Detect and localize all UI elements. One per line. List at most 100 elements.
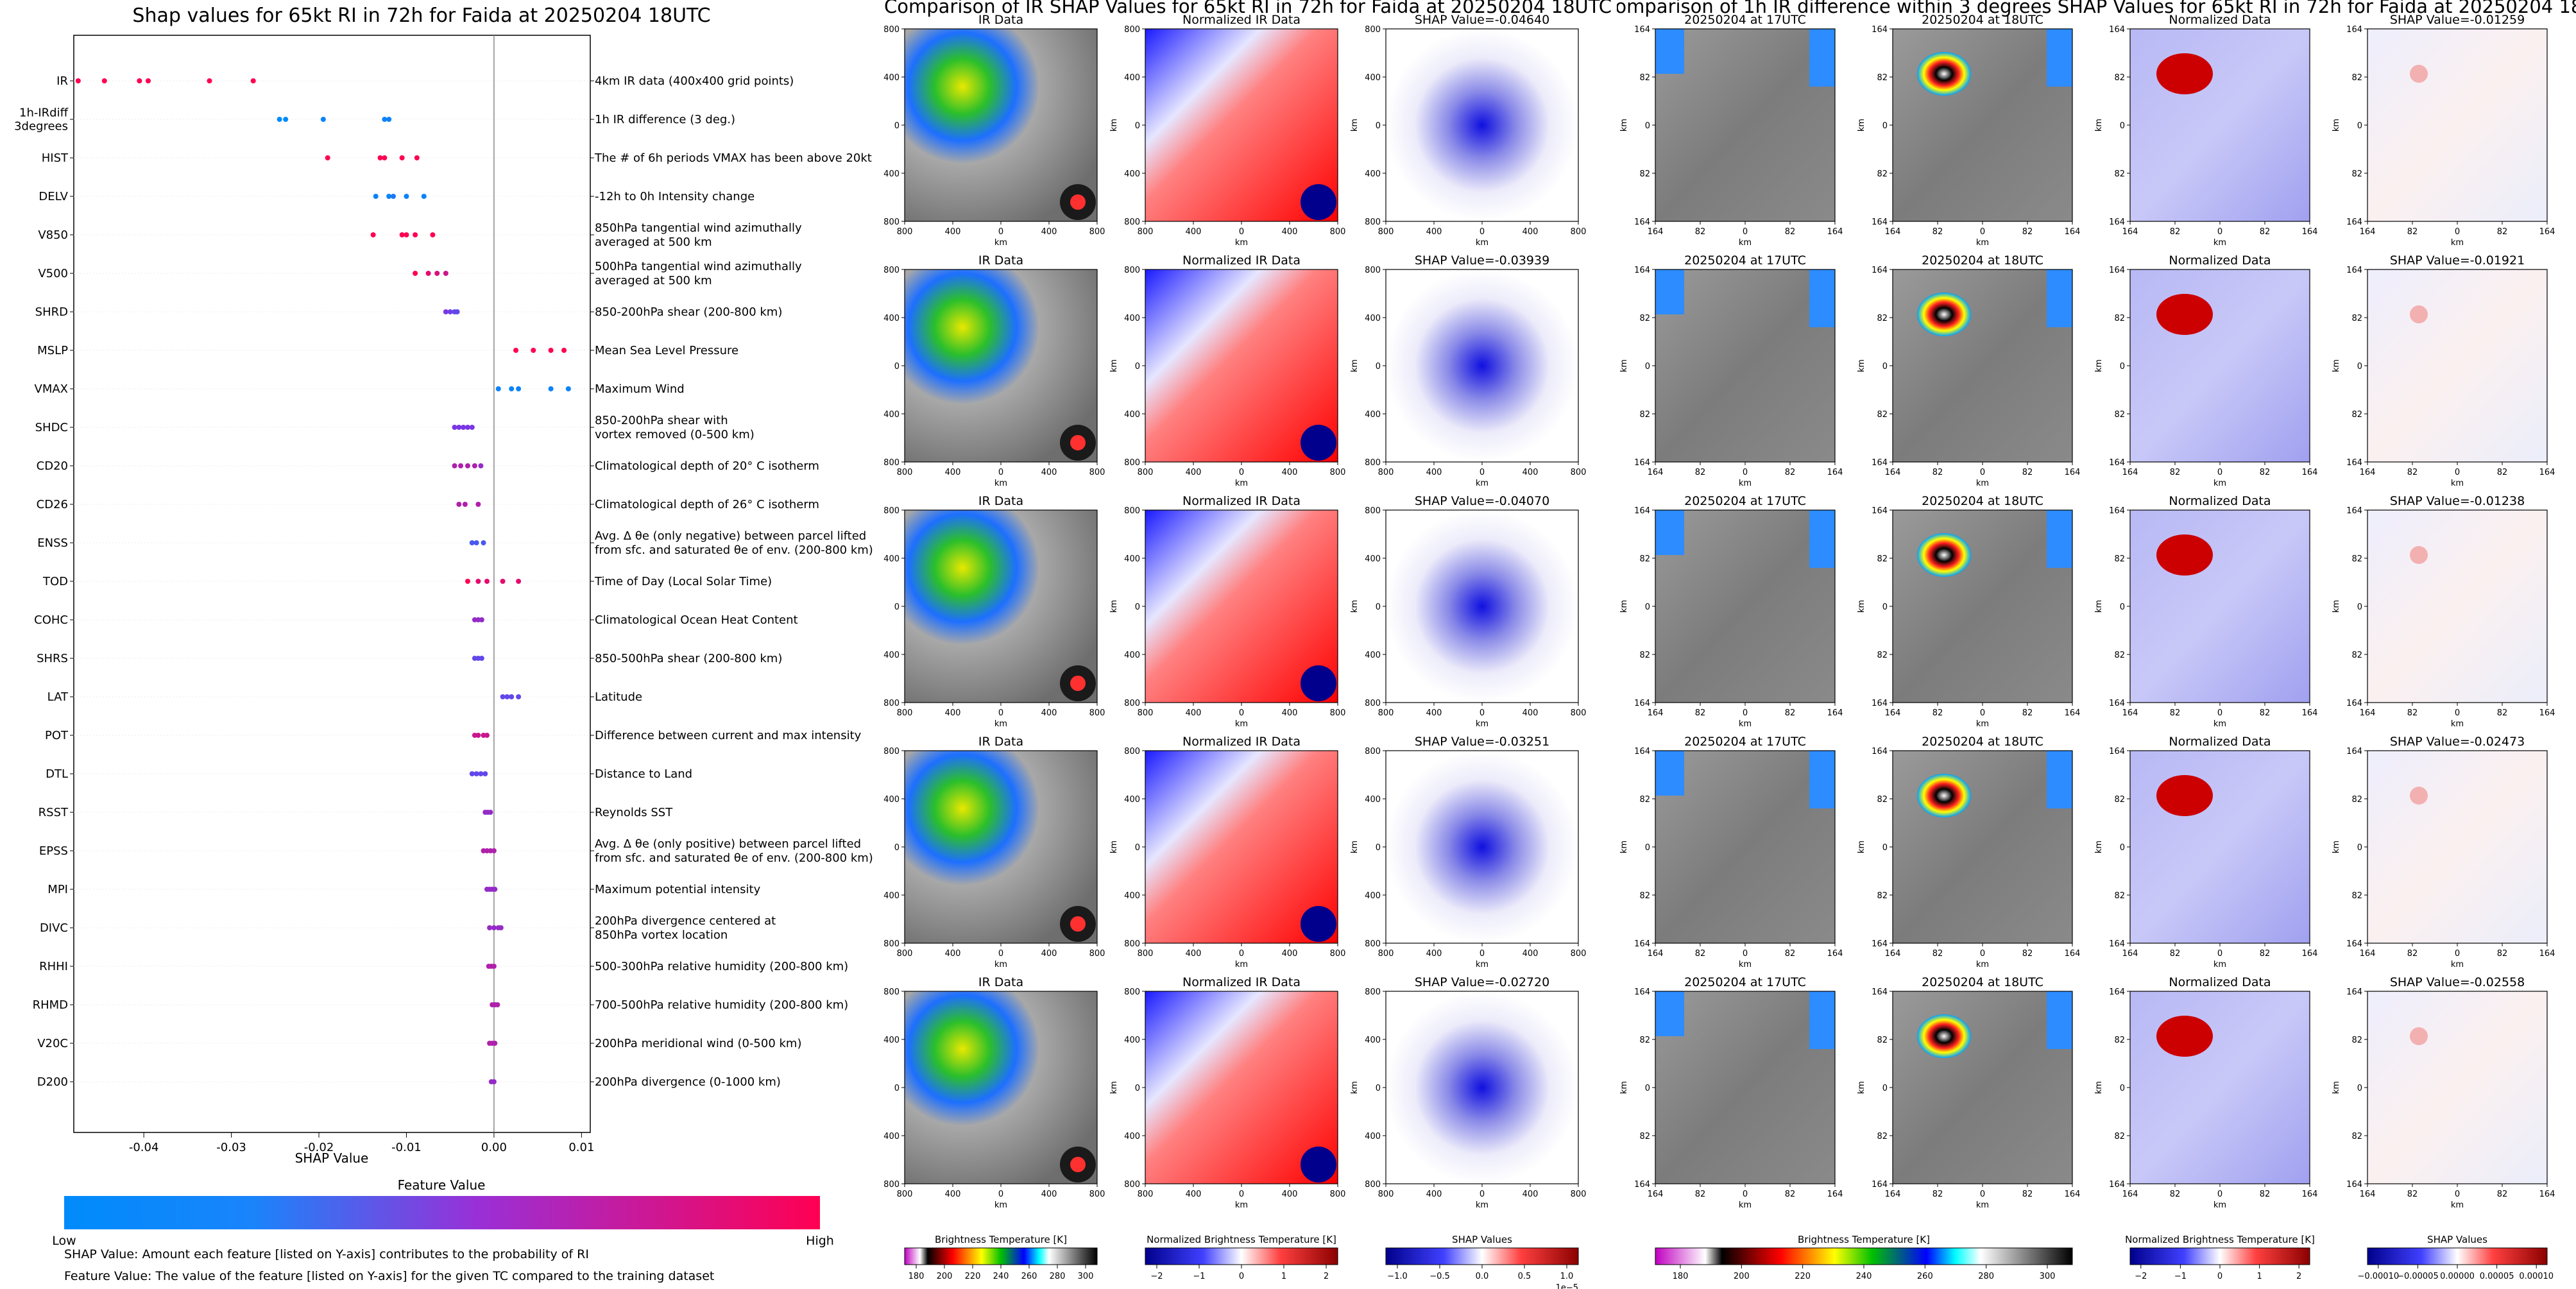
shap-panel-title: SHAP Value=-0.03251 — [1415, 735, 1549, 749]
feature-description: Time of Day (Local Solar Time) — [594, 575, 772, 588]
panel-ylabel: km — [2332, 600, 2341, 613]
panel-ylabel: km — [1350, 119, 1360, 132]
panel-xtick-label: 82 — [2497, 1190, 2508, 1199]
feature-description: -12h to 0h Intensity change — [595, 190, 755, 203]
panel-xtick-label: 82 — [2022, 1190, 2033, 1199]
panel-ytick-label: 400 — [1124, 73, 1140, 83]
shap-point — [479, 656, 484, 661]
panel-ytick-label: 164 — [1634, 266, 1650, 275]
panel-xtick-label: 164 — [2539, 227, 2555, 237]
feature-name: POT — [45, 729, 69, 742]
cold-cloud-patch — [1655, 510, 1684, 555]
panel-xtick-label: 164 — [2065, 708, 2081, 718]
feature-description: Reynolds SST — [595, 806, 673, 819]
panel-xtick-label: 164 — [2302, 949, 2318, 959]
panel-ytick-label: 82 — [2351, 1036, 2362, 1045]
panel-ytick-label: 400 — [883, 891, 900, 901]
colorbar-label: Brightness Temperature [K] — [935, 1234, 1067, 1245]
panel-ytick-label: 400 — [1365, 169, 1381, 179]
shap-point — [320, 117, 326, 122]
normalized-storm-core — [1301, 184, 1336, 220]
panel-xtick-label: 0 — [2455, 949, 2460, 959]
ir-18utc-image — [1893, 269, 2072, 462]
panel-xtick-label: 400 — [1282, 708, 1298, 718]
colorbar-tick-label: 260 — [1021, 1272, 1037, 1281]
feature-description: 850-200hPa shear with vortex removed (0-5… — [595, 414, 755, 441]
shap-point — [492, 1041, 498, 1046]
panel-xtick-label: 164 — [1827, 708, 1843, 718]
shap-point — [452, 425, 457, 430]
panel-xtick-label: 0 — [2217, 949, 2222, 959]
shap-point — [492, 887, 498, 892]
shap-panel-title: SHAP Value=-0.01259 — [2390, 13, 2525, 27]
panel-ytick-label: 400 — [1124, 1036, 1140, 1045]
cold-cloud-patch — [2047, 510, 2072, 568]
shap-point — [101, 78, 107, 83]
panel-ylabel: km — [1350, 359, 1360, 372]
panel-xtick-label: 800 — [897, 468, 913, 477]
panel-xtick-label: 400 — [945, 949, 961, 959]
shap-diff-image — [2367, 510, 2547, 703]
panel-ytick-label: 400 — [1365, 1132, 1381, 1141]
panel-ytick-label: 0 — [894, 1084, 900, 1093]
x-axis-label: SHAP Value — [295, 1150, 369, 1166]
panel-xlabel: km — [1739, 719, 1752, 729]
panel-ytick-label: 164 — [1872, 699, 1888, 708]
panel-xtick-label: 0 — [2455, 227, 2460, 237]
panel-xtick-label: 400 — [1282, 468, 1298, 477]
beeswarm-plot-frame — [73, 35, 591, 1133]
panel-ytick-label: 800 — [883, 987, 900, 997]
panel-xtick-label: 0 — [998, 949, 1003, 959]
panel-xtick-label: 0 — [1239, 468, 1244, 477]
panel-xtick-label: 0 — [2455, 708, 2460, 718]
panel-ylabel: km — [2094, 1081, 2104, 1094]
panel-ytick-label: 800 — [883, 939, 900, 949]
panel-xlabel: km — [1235, 238, 1248, 248]
panel-ytick-label: 82 — [1877, 410, 1888, 420]
panel-title: 20250204 at 17UTC — [1684, 253, 1806, 268]
panel-xtick-label: 0 — [1480, 708, 1485, 718]
colorbar-tick-label: 0 — [2217, 1272, 2222, 1281]
panel-xtick-label: 82 — [1785, 227, 1796, 237]
colorbar-tick-label: 0 — [1239, 1272, 1244, 1281]
panel-ylabel: km — [1619, 119, 1629, 132]
panel-ytick-label: 164 — [2346, 506, 2362, 516]
panel-xtick-label: 0 — [2217, 708, 2222, 718]
colorbar-tick-label: 1.0 — [1560, 1272, 1574, 1281]
panel-xtick-label: 82 — [1695, 1190, 1706, 1199]
shap-beeswarm-chart: Shap values for 65kt RI in 72h for Faida… — [14, 4, 873, 1193]
panel-xtick-label: 400 — [1186, 949, 1202, 959]
panel-ytick-label: 82 — [2351, 795, 2362, 805]
panel-xtick-label: 800 — [1571, 227, 1587, 237]
ir-17utc-image — [1655, 991, 1835, 1184]
panel-xtick-label: 0 — [1980, 227, 1985, 237]
panel-xlabel: km — [2451, 479, 2464, 488]
feature-name: RHMD — [33, 998, 68, 1012]
shap-diff-image — [2367, 29, 2547, 221]
panel-ylabel: km — [1857, 841, 1866, 853]
panel-ytick-label: 164 — [1634, 506, 1650, 516]
shap-diff-image — [2367, 751, 2547, 943]
panel-ytick-label: 164 — [2346, 747, 2362, 756]
panel-ylabel: km — [1109, 119, 1119, 132]
panel-ylabel: km — [2094, 119, 2104, 132]
shap-point — [465, 579, 470, 584]
ir-18utc-image — [1893, 510, 2072, 703]
shap-point — [500, 579, 506, 584]
panel-xtick-label: 400 — [945, 468, 961, 477]
panel-title: 20250204 at 17UTC — [1684, 975, 1806, 989]
panel-ytick-label: 400 — [1124, 795, 1140, 805]
panel-ytick-label: 82 — [1877, 795, 1888, 805]
shap-point — [382, 117, 388, 122]
ir-18utc-image — [1893, 751, 2072, 943]
panel-xtick-label: 82 — [2260, 708, 2271, 718]
panel-ytick-label: 164 — [1634, 25, 1650, 35]
colorbar-gradient — [2129, 1247, 2310, 1265]
panel-xlabel: km — [1976, 479, 1989, 488]
panel-title: IR Data — [978, 735, 1023, 749]
panel-xtick-label: 82 — [2022, 708, 2033, 718]
panel-ytick-label: 82 — [1639, 891, 1650, 901]
